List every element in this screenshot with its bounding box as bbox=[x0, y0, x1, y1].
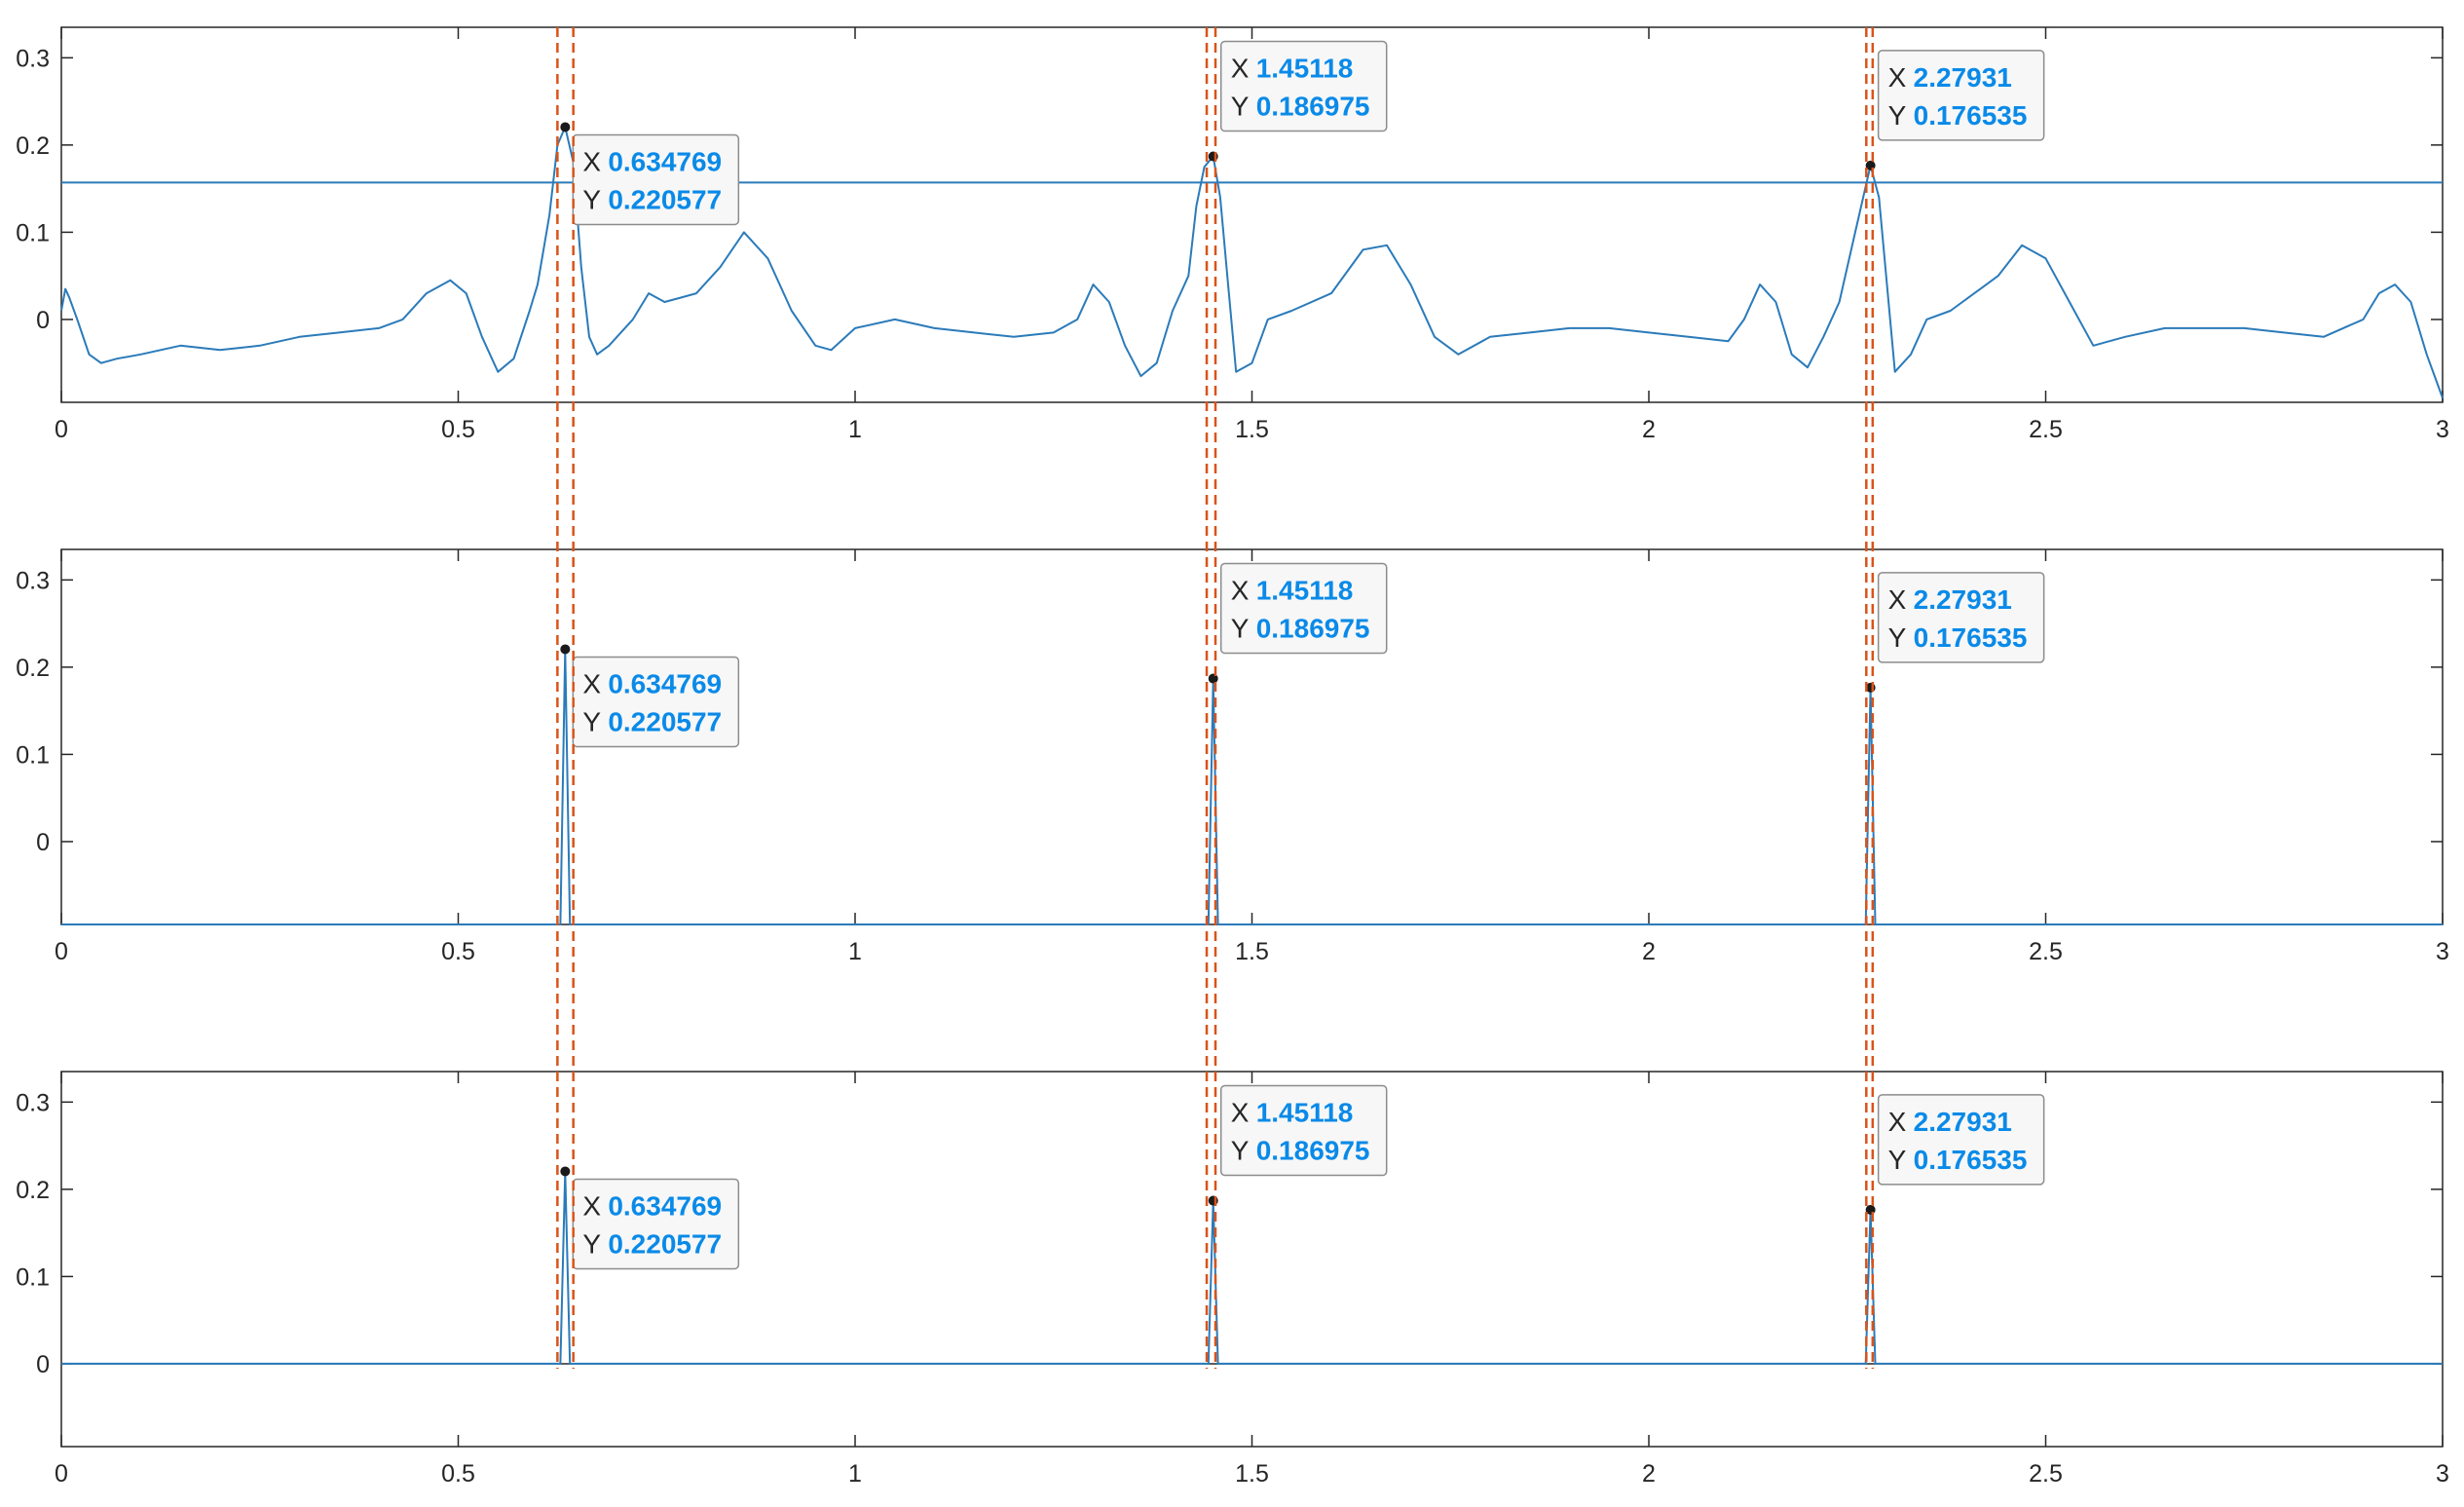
datatip-box bbox=[1877, 50, 2045, 141]
datatip-y-label: Y bbox=[582, 706, 601, 736]
datatip-box bbox=[1877, 1094, 2045, 1186]
datatip-x-label: X bbox=[1231, 576, 1250, 606]
datatip-y-value: 0.186975 bbox=[1256, 614, 1370, 644]
datatip-box bbox=[1219, 562, 1388, 655]
y-tick-label: 0.2 bbox=[16, 1177, 50, 1204]
x-tick-label: 0 bbox=[55, 1460, 68, 1488]
y-tick-label: 0.2 bbox=[16, 132, 50, 160]
marker-lines bbox=[556, 27, 1875, 1369]
x-tick-label: 1.5 bbox=[1235, 416, 1269, 443]
datatip-x-label: X bbox=[1231, 54, 1250, 84]
y-tick-label: 0.2 bbox=[16, 655, 50, 682]
y-tick-label: 0.3 bbox=[16, 567, 50, 594]
datatip-x-value: 2.27931 bbox=[1914, 584, 2012, 615]
y-tick-label: 0 bbox=[36, 1351, 50, 1378]
datatip-y-label: Y bbox=[1231, 1136, 1250, 1166]
datatip-y-value: 0.220577 bbox=[608, 184, 722, 214]
x-tick-label: 1 bbox=[848, 938, 862, 965]
x-tick-label: 0.5 bbox=[441, 416, 475, 443]
y-tick-label: 0.3 bbox=[16, 45, 50, 72]
y-tick-label: 0.1 bbox=[16, 741, 50, 769]
datatip-marker bbox=[560, 122, 571, 132]
datatip-x-value: 1.45118 bbox=[1256, 1098, 1354, 1128]
datatip-x-label: X bbox=[582, 146, 601, 176]
x-tick-label: 3 bbox=[2436, 1460, 2449, 1488]
datatip-y-value: 0.176535 bbox=[1914, 100, 2028, 131]
datatip-x-label: X bbox=[1888, 1107, 1907, 1137]
x-tick-label: 2.5 bbox=[2029, 416, 2063, 443]
x-tick-label: 0 bbox=[55, 938, 68, 965]
datatip-y-value: 0.220577 bbox=[608, 706, 722, 736]
x-tick-label: 2.5 bbox=[2029, 938, 2063, 965]
datatip-box bbox=[572, 1178, 740, 1270]
datatip-y-label: Y bbox=[582, 184, 601, 214]
datatip-x-label: X bbox=[582, 668, 601, 698]
datatip-y-label: Y bbox=[1888, 622, 1907, 653]
datatip-y-value: 0.186975 bbox=[1256, 1136, 1370, 1166]
y-tick-label: 0 bbox=[36, 829, 50, 856]
x-tick-label: 0.5 bbox=[441, 938, 475, 965]
datatip-box bbox=[1219, 1084, 1388, 1177]
datatip-x-value: 1.45118 bbox=[1256, 576, 1354, 606]
x-tick-label: 2.5 bbox=[2029, 1460, 2063, 1488]
datatip-marker bbox=[560, 1166, 571, 1177]
datatip-y-label: Y bbox=[1888, 1145, 1907, 1175]
datatip-x-label: X bbox=[1231, 1098, 1250, 1128]
y-tick-label: 0 bbox=[36, 307, 50, 334]
datatip-marker bbox=[560, 644, 571, 655]
datatip-y-label: Y bbox=[1231, 614, 1250, 644]
datatip-y-value: 0.176535 bbox=[1914, 622, 2028, 653]
y-tick-label: 0.1 bbox=[16, 1263, 50, 1291]
x-tick-label: 3 bbox=[2436, 416, 2449, 443]
y-tick-label: 0.3 bbox=[16, 1089, 50, 1116]
datatip-y-label: Y bbox=[1231, 92, 1250, 122]
datatip-x-value: 1.45118 bbox=[1256, 54, 1354, 84]
datatip-y-value: 0.176535 bbox=[1914, 1145, 2028, 1175]
datatip-y-value: 0.186975 bbox=[1256, 92, 1370, 122]
datatip-x-value: 2.27931 bbox=[1914, 1107, 2012, 1137]
x-tick-label: 1.5 bbox=[1235, 938, 1269, 965]
x-tick-label: 1 bbox=[848, 416, 862, 443]
x-tick-label: 2 bbox=[1642, 1460, 1656, 1488]
datatip-box bbox=[1219, 40, 1388, 132]
datatip-x-label: X bbox=[582, 1190, 601, 1221]
x-tick-label: 1 bbox=[848, 1460, 862, 1488]
x-tick-label: 1.5 bbox=[1235, 1460, 1269, 1488]
datatip-x-value: 0.634769 bbox=[608, 1190, 722, 1221]
x-tick-label: 0 bbox=[55, 416, 68, 443]
datatip-x-value: 2.27931 bbox=[1914, 62, 2012, 93]
datatip-x-label: X bbox=[1888, 62, 1907, 93]
x-tick-label: 3 bbox=[2436, 938, 2449, 965]
datatip-marker bbox=[1208, 673, 1218, 684]
x-tick-label: 2 bbox=[1642, 938, 1656, 965]
x-tick-label: 0.5 bbox=[441, 1460, 475, 1488]
signal-line bbox=[60, 126, 2444, 398]
datatip-box bbox=[1877, 572, 2045, 663]
datatip-box bbox=[572, 133, 740, 226]
datatip-x-value: 0.634769 bbox=[608, 668, 722, 698]
datatip-y-label: Y bbox=[582, 1228, 601, 1259]
datatip-y-value: 0.220577 bbox=[608, 1228, 722, 1259]
x-tick-label: 2 bbox=[1642, 416, 1656, 443]
datatip-y-label: Y bbox=[1888, 100, 1907, 131]
datatip-x-value: 0.634769 bbox=[608, 146, 722, 176]
y-tick-label: 0.1 bbox=[16, 219, 50, 246]
datatip-x-label: X bbox=[1888, 584, 1907, 615]
